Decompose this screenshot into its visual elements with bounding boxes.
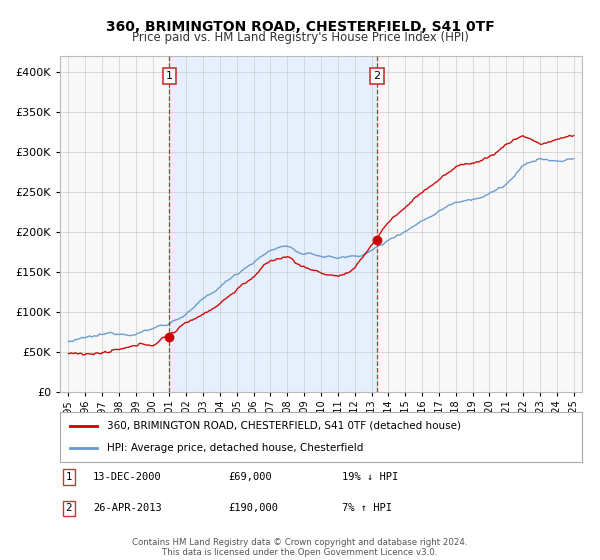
Text: Price paid vs. HM Land Registry's House Price Index (HPI): Price paid vs. HM Land Registry's House … [131,31,469,44]
Text: 19% ↓ HPI: 19% ↓ HPI [342,472,398,482]
Text: 7% ↑ HPI: 7% ↑ HPI [342,503,392,514]
Text: 360, BRIMINGTON ROAD, CHESTERFIELD, S41 0TF (detached house): 360, BRIMINGTON ROAD, CHESTERFIELD, S41 … [107,421,461,431]
Text: 1: 1 [65,472,73,482]
Text: Contains HM Land Registry data © Crown copyright and database right 2024.
This d: Contains HM Land Registry data © Crown c… [132,538,468,557]
Text: 2: 2 [65,503,73,514]
Text: 1: 1 [166,71,173,81]
Text: 2: 2 [373,71,380,81]
Bar [169,56,377,392]
Text: 26-APR-2013: 26-APR-2013 [93,503,162,514]
Text: £69,000: £69,000 [228,472,272,482]
Text: £190,000: £190,000 [228,503,278,514]
Text: 360, BRIMINGTON ROAD, CHESTERFIELD, S41 0TF: 360, BRIMINGTON ROAD, CHESTERFIELD, S41 … [106,20,494,34]
Text: 13-DEC-2000: 13-DEC-2000 [93,472,162,482]
Text: HPI: Average price, detached house, Chesterfield: HPI: Average price, detached house, Ches… [107,443,364,453]
